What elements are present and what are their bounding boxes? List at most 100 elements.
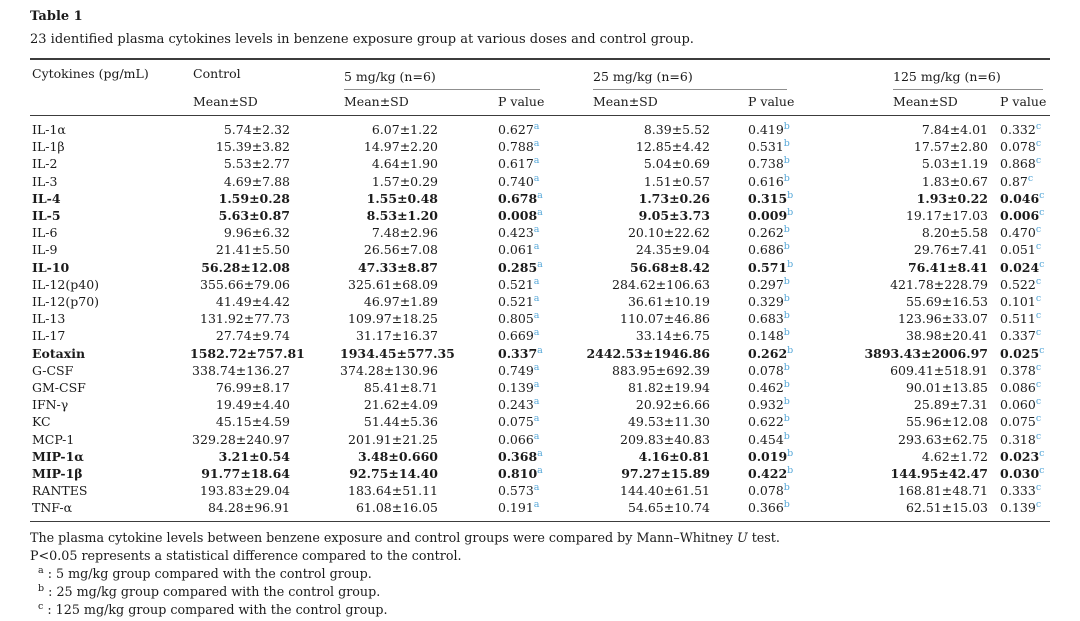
mean-control-cell: 45.15±4.59 [215, 414, 290, 430]
p-value-dose125-cell: 0.046c [1000, 189, 1045, 206]
cytokine-name-cell: MCP-1 [32, 431, 75, 447]
mean-control-cell: 1.59±0.28 [218, 190, 290, 206]
mean-dose25-cell: 1.51±0.57 [643, 173, 710, 189]
footnote-marker-b: b [783, 413, 790, 425]
footnote-marker-c: c [1027, 172, 1034, 184]
mean-dose125-cell: 1.83±0.67 [921, 173, 989, 189]
cytokine-name-cell: TNF-α [30, 499, 190, 522]
table-row: IL-4 1.59±0.28 1.55±0.48 0.678a 1.73±0.26 0.3… [30, 190, 1050, 207]
table-row: IL-1β 15.39±3.82 14.97±2.20 0.788a 12.85±4.4… [30, 138, 1050, 155]
cytokine-name-cell: IL-4 [32, 190, 61, 206]
footnote-marker-c: c [1035, 361, 1042, 373]
footnote-marker-a: a [533, 499, 540, 511]
p-value-dose5-cell: 0.810a [498, 465, 543, 482]
table-row: IL-3 4.69±7.88 1.57±0.29 0.740a 1.51±0.57 0.6… [30, 173, 1050, 190]
footnote-marker-a: a [533, 327, 540, 339]
p-value-dose125-cell: 0.470c [1000, 224, 1042, 241]
footnote-marker-a: a [533, 241, 540, 253]
footnote-marker-a: a [533, 275, 540, 287]
mean-dose5-cell: 1.55±0.48 [366, 190, 438, 206]
footnote-marker-c: c [1035, 379, 1042, 391]
p-value-dose25-cell: 0.329b [748, 293, 790, 310]
footnote-marker-a: a [533, 121, 540, 132]
footnote-marker-c: c [1035, 327, 1042, 339]
table-row: IL-17 27.74±9.74 31.17±16.37 0.669a 33.14±6.… [30, 327, 1050, 344]
mean-dose25-cell: 144.40±61.51 [620, 483, 710, 499]
footnote-marker-b: b [787, 465, 794, 477]
mean-dose5-cell: 85.41±8.71 [363, 380, 438, 396]
footnote-marker-c: c [1035, 396, 1042, 408]
mean-dose25-cell: 54.65±10.74 [585, 499, 740, 522]
footnote-marker-a: a [533, 138, 540, 150]
footnote-marker-b: b [783, 379, 790, 391]
footnote-marker-c: c [1035, 121, 1042, 132]
p-value-dose125-cell: 0.030c [1000, 465, 1045, 482]
mean-dose25-cell: 9.05±3.73 [638, 208, 710, 224]
mean-control-cell: 131.92±77.73 [200, 311, 290, 327]
p-value-dose25-cell: 0.454b [748, 430, 790, 447]
p-value-dose5-cell: 0.337a [498, 344, 543, 361]
p-value-dose25-cell: 0.262b [748, 224, 790, 241]
mean-dose25-cell: 883.95±692.39 [612, 362, 710, 378]
column-header-dose25: 25 mg/kg (n=6) [585, 58, 836, 90]
cytokine-name-cell: IL-1α [32, 122, 66, 137]
mean-dose5-cell: 8.53±1.20 [366, 208, 438, 224]
p-value-dose25-cell: 0.738b [748, 155, 790, 172]
table-row: MCP-1 329.28±240.97 201.91±21.25 0.066a 209.… [30, 431, 1050, 448]
footnote-marker-b: b [783, 499, 790, 511]
mean-dose125-cell: 5.03±1.19 [921, 156, 989, 172]
mean-dose125-cell: 7.84±4.01 [921, 122, 989, 137]
p-value-dose25-cell: 0.262b [748, 344, 794, 361]
footnote-marker-a: a [537, 189, 543, 201]
mean-dose125-cell: 17.57±2.80 [913, 139, 989, 155]
cytokine-name-cell: GM-CSF [32, 380, 86, 396]
mean-dose25-cell: 33.14±6.75 [635, 328, 710, 344]
table-row: IL-6 9.96±6.32 7.48±2.96 0.423a 20.10±22.62 0… [30, 224, 1050, 241]
p-value-dose25-cell: 0.019b [748, 447, 794, 464]
mean-dose25-cell: 4.16±0.81 [638, 448, 710, 464]
p-value-dose125-cell: 0.318c [1000, 430, 1042, 447]
table-body: IL-1α 5.74±2.32 6.07±1.22 0.627a 8.39±5.52 0.… [30, 116, 1051, 522]
footnote-marker-b: b [787, 189, 794, 201]
cytokine-name-cell: IL-1β [32, 139, 65, 155]
p-value-dose5-cell: 0.368a [498, 447, 543, 464]
mean-dose25-cell: 36.61±10.19 [627, 294, 710, 310]
p-value-dose5-cell: 0.749a [498, 361, 540, 378]
mean-dose25-cell: 209.83±40.83 [620, 431, 710, 447]
mean-dose5-cell: 325.61±68.09 [348, 276, 438, 292]
footnote-marker-a: a [533, 430, 540, 442]
mean-dose5-cell: 183.64±51.11 [348, 483, 438, 499]
mean-dose5-cell: 47.33±8.87 [357, 259, 438, 275]
footnote-marker-a: a [537, 447, 543, 459]
p-value-dose5-cell: 0.627a [498, 121, 540, 137]
p-value-dose125-cell: 0.078c [1000, 138, 1042, 155]
subheader-mean-sd-control: Mean±SD [190, 90, 340, 116]
table-row: RANTES 193.83±29.04 183.64±51.11 0.573a 144.… [30, 482, 1050, 499]
footnote-c: c : 125 mg/kg group compared with the co… [30, 601, 1050, 619]
table-row: IFN-γ 19.49±4.40 21.62±4.09 0.243a 20.92±6.6… [30, 396, 1050, 413]
footnote-marker-c: c [1035, 413, 1042, 425]
footnote-marker-c: c [1035, 224, 1042, 236]
p-value-dose5-cell: 0.521a [498, 293, 540, 310]
mean-dose125-cell: 29.76±7.41 [913, 242, 989, 258]
footnote-marker-a: a [533, 293, 540, 305]
mean-dose5-cell: 7.48±2.96 [371, 225, 438, 241]
footnote-marker-a: a [533, 379, 540, 391]
mean-control-cell: 21.41±5.50 [215, 242, 290, 258]
mean-dose5-cell: 1934.45±577.35 [340, 345, 455, 361]
cytokine-name-cell: MIP-1β [32, 466, 83, 482]
footnote-marker-b: b [783, 224, 790, 236]
table-row: IL-9 21.41±5.50 26.56±7.08 0.061a 24.35±9.04… [30, 241, 1050, 258]
mean-dose5-cell: 31.17±16.37 [355, 328, 438, 344]
table-row: GM-CSF 76.99±8.17 85.41±8.71 0.139a 81.82±19… [30, 379, 1050, 396]
footnote-marker-b: b [787, 344, 794, 356]
footnote-marker-c: c [1035, 241, 1042, 253]
mean-control-cell: 41.49±4.42 [215, 294, 290, 310]
footnote-marker-a: a [533, 482, 540, 494]
cytokine-name-cell: IL-13 [32, 311, 66, 327]
footnote-marker-b: b [783, 482, 790, 494]
footnote-marker-b: b [783, 396, 790, 408]
p-value-dose125-cell: 0.023c [1000, 447, 1045, 464]
subheader-p-value-dose125: P value [990, 90, 1051, 116]
mean-control-cell: 91.77±18.64 [201, 466, 290, 482]
